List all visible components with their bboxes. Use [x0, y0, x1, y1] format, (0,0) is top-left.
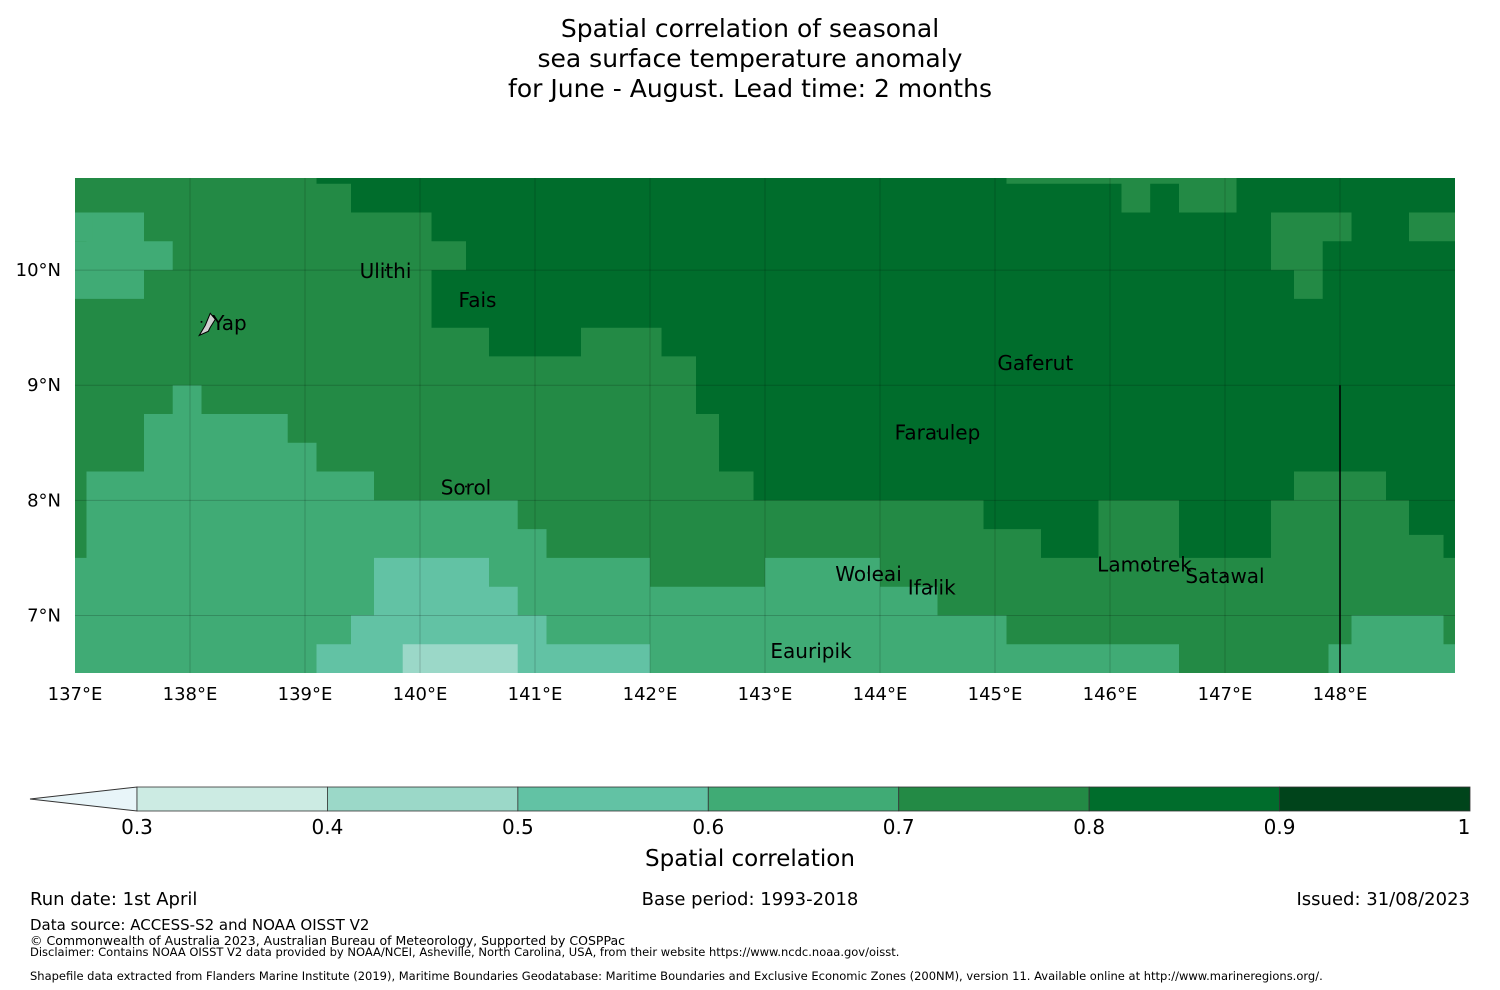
- colorbar-segment: [136, 786, 328, 812]
- correlation-region: [75, 385, 1179, 673]
- lon-tick-label: 141°E: [508, 684, 563, 705]
- lon-tick-label: 143°E: [738, 684, 793, 705]
- lon-tick-label: 137°E: [48, 684, 103, 705]
- colorbar-tick-label: 0.7: [882, 815, 915, 839]
- correlation-region: [1006, 178, 1122, 184]
- lon-tick-label: 146°E: [1083, 684, 1138, 705]
- colorbar-tick-label: 0.6: [692, 815, 725, 839]
- correlation-region: [316, 178, 1455, 558]
- copyright: © Commonwealth of Australia 2023, Austra…: [30, 933, 625, 948]
- colorbar-tick-label: 0.3: [121, 815, 153, 839]
- colorbar-tick-label: 0.8: [1073, 815, 1106, 839]
- island-label-ifalik: Ifalik: [908, 576, 956, 600]
- colorbar-tick-label: 0.5: [501, 815, 534, 839]
- lat-tick-label: 8°N: [27, 490, 61, 511]
- island-label-ulithi: Ulithi: [360, 259, 412, 283]
- colorbar-segment: [1279, 786, 1471, 812]
- island-marker: [930, 585, 933, 588]
- island-label-eauripik: Eauripik: [770, 639, 852, 663]
- island-marker: [1224, 574, 1226, 577]
- correlation-region: [75, 212, 173, 299]
- disclaimer: Disclaimer: Contains NOAA OISST V2 data …: [30, 945, 900, 959]
- lat-tick-label: 9°N: [27, 375, 61, 396]
- colorbar-label: Spatial correlation: [645, 846, 855, 872]
- colorbar-extend-arrow: [29, 786, 138, 812]
- title-line-3: for June - August. Lead time: 2 months: [508, 74, 992, 103]
- island-label-woleai: Woleai: [835, 562, 902, 586]
- lat-tick-label: 10°N: [16, 260, 61, 281]
- lon-tick-label: 144°E: [853, 684, 908, 705]
- correlation-region: [316, 557, 650, 673]
- colorbar: [29, 786, 1471, 812]
- island-marker: [465, 485, 467, 488]
- lon-tick-label: 147°E: [1198, 684, 1253, 705]
- colorbar-segment: [327, 786, 519, 812]
- island-label-gaferut: Gaferut: [997, 351, 1073, 375]
- chart-title: Spatial correlation of seasonal sea surf…: [0, 14, 1500, 104]
- island-label-satawal: Satawal: [1185, 564, 1264, 588]
- lat-tick-label: 7°N: [27, 605, 61, 626]
- correlation-region: [1409, 212, 1455, 242]
- correlation-region: [75, 212, 93, 242]
- island-marker: [476, 297, 479, 300]
- correlation-region: [1121, 178, 1237, 213]
- colorbar-segment: [707, 786, 900, 812]
- island-label-sorol: Sorol: [441, 476, 492, 500]
- issued-date: Issued: 31/08/2023: [1296, 889, 1470, 910]
- colorbar-tick-label: 0.4: [311, 815, 344, 839]
- title-line-1: Spatial correlation of seasonal: [560, 14, 940, 43]
- run-date: Run date: 1st April: [30, 889, 198, 910]
- yap-island-shape: [198, 312, 216, 337]
- island-marker: [200, 320, 203, 323]
- lon-tick-label: 139°E: [278, 684, 333, 705]
- correlation-region: [402, 644, 518, 673]
- island-label-lamotrek: Lamotrek: [1097, 553, 1192, 577]
- data-source: Data source: ACCESS-S2 and NOAA OISST V2: [30, 916, 370, 934]
- correlation-region: [1271, 212, 1352, 299]
- shapefile-credit: Shapefile data extracted from Flanders M…: [30, 969, 1323, 983]
- island-marker: [867, 571, 870, 574]
- map-panel: Ulithi Fais Yap Gaferut Faraulep Sorol Woleai I…: [16, 178, 1455, 705]
- base-period: Base period: 1993-2018: [641, 889, 859, 910]
- lon-tick-label: 142°E: [623, 684, 678, 705]
- lon-tick-label: 148°E: [1313, 684, 1368, 705]
- colorbar-tick-label: 1: [1457, 815, 1471, 839]
- colorbar-segment: [898, 786, 1090, 812]
- correlation-map: Ulithi Fais Yap Gaferut Faraulep Sorol WoleaiI…: [16, 178, 1455, 705]
- lon-tick-label: 138°E: [163, 684, 218, 705]
- lon-tick-label: 140°E: [393, 684, 448, 705]
- lon-tick-label: 145°E: [968, 684, 1023, 705]
- island-marker: [936, 430, 939, 433]
- island-marker: [1034, 361, 1037, 364]
- colorbar-tick-label: 0.9: [1263, 815, 1296, 839]
- island-label-fais: Fais: [459, 288, 497, 312]
- correlation-region: [1328, 615, 1455, 673]
- colorbar-segment: [1088, 786, 1280, 812]
- island-label-yap: Yap: [211, 311, 246, 335]
- title-line-2: sea surface temperature anomaly: [537, 44, 963, 73]
- island-marker: [810, 648, 812, 651]
- colorbar-segment: [517, 786, 709, 812]
- island-label-faraulep: Faraulep: [895, 420, 981, 444]
- island-marker: [384, 269, 387, 272]
- island-marker: [1143, 562, 1146, 565]
